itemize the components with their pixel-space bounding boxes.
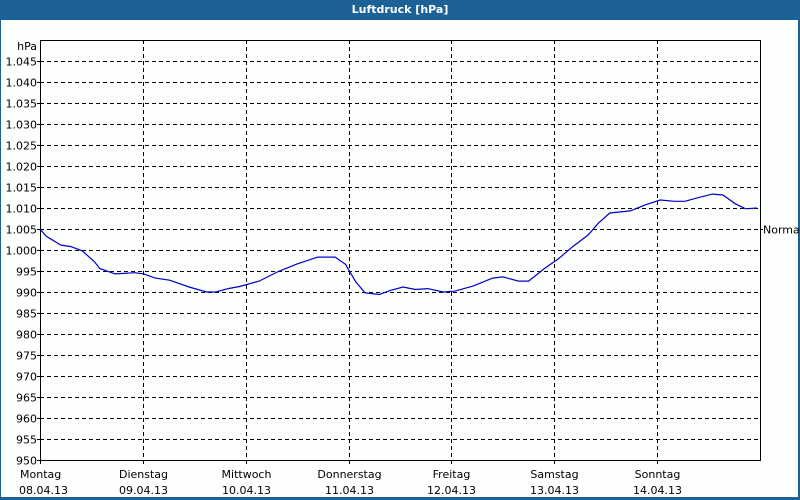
x-tick-date: 11.04.13 [325,484,374,497]
y-tick-label: 1.035 [6,98,38,111]
x-tick-day: Freitag [433,468,471,481]
y-tick-label: 995 [16,266,37,279]
y-tick-label: 1.045 [6,56,38,69]
y-tick-label: 955 [16,434,37,447]
x-tick-day: Mittwoch [222,468,272,481]
y-tick-label: 960 [16,413,37,426]
x-tick-date: 10.04.13 [222,484,271,497]
x-tick-date: 12.04.13 [427,484,476,497]
normal-label: Normal [763,224,800,237]
y-tick-label: 980 [16,329,37,342]
y-tick-label: 1.010 [6,203,38,216]
chart-frame [1,20,798,497]
y-tick-label: 1.005 [6,224,38,237]
x-tick-day: Montag [20,468,61,481]
y-tick-label: 1.030 [6,119,38,132]
chart-title-bar: Luftdruck [hPa] [0,0,800,20]
x-tick-day: Dienstag [119,468,168,481]
x-tick-date: 13.04.13 [530,484,579,497]
y-tick-label: 985 [16,308,37,321]
y-tick-label: 1.040 [6,77,38,90]
x-tick-date: 08.04.13 [19,484,68,497]
x-tick-date: 09.04.13 [119,484,168,497]
x-tick-date: 14.04.13 [633,484,682,497]
y-tick-label: 1.025 [6,140,38,153]
y-tick-label: 970 [16,371,37,384]
y-tick-label: 1.000 [6,245,38,258]
x-tick-day: Samstag [530,468,578,481]
chart-title: Luftdruck [hPa] [351,3,449,16]
x-tick-day: Sonntag [635,468,681,481]
pressure-series-line [39,193,757,296]
y-tick-label: 965 [16,392,37,405]
y-tick-label: 990 [16,287,37,300]
plot-border [40,40,761,461]
x-tick-day: Donnerstag [317,468,381,481]
y-tick-label: 1.015 [6,182,38,195]
y-tick-label: 950 [16,455,37,468]
y-axis-unit-label: hPa [17,40,37,53]
y-tick-label: 975 [16,350,37,363]
y-tick-label: 1.020 [6,161,38,174]
